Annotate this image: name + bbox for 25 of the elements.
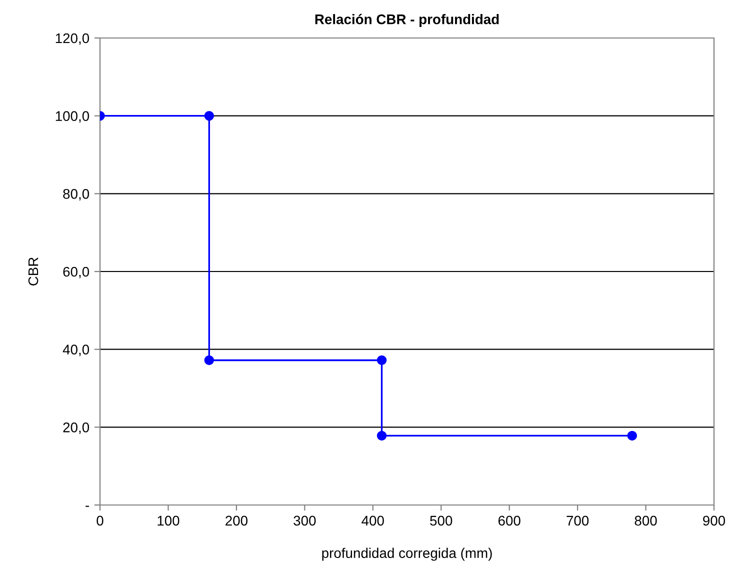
x-tick-label: 100 bbox=[158, 516, 180, 526]
x-tick-label: 300 bbox=[294, 516, 316, 526]
x-tick-label: 600 bbox=[498, 516, 520, 526]
y-tick-label: 20,0 bbox=[63, 422, 90, 434]
point bbox=[627, 430, 637, 441]
point bbox=[204, 110, 214, 121]
y-tick-label: 40,0 bbox=[62, 344, 90, 356]
x-tick-label: 0 bbox=[96, 516, 104, 526]
y-tick-label: 60,0 bbox=[63, 266, 90, 278]
x-tick-label: 900 bbox=[703, 516, 726, 526]
y-tick-label: 100,0 bbox=[56, 111, 90, 123]
x-tick-label: 400 bbox=[362, 516, 384, 526]
point bbox=[376, 430, 387, 441]
y-tick-label: 80,0 bbox=[63, 189, 90, 200]
point bbox=[204, 355, 214, 366]
y-tick-label: 120,0 bbox=[56, 33, 90, 45]
x-tick-label: 800 bbox=[634, 516, 657, 526]
x-tick-label: 200 bbox=[226, 516, 248, 526]
x-axis-title: profundidad corregida (mm) bbox=[322, 548, 492, 561]
y-axis-title: CBR bbox=[28, 257, 38, 286]
point bbox=[376, 355, 387, 366]
x-tick-label: 500 bbox=[430, 516, 452, 526]
x-tick-label: 700 bbox=[566, 516, 589, 526]
chart-title: Relación CBR - profundidad bbox=[315, 14, 499, 27]
y-tick-label: - bbox=[86, 506, 89, 507]
